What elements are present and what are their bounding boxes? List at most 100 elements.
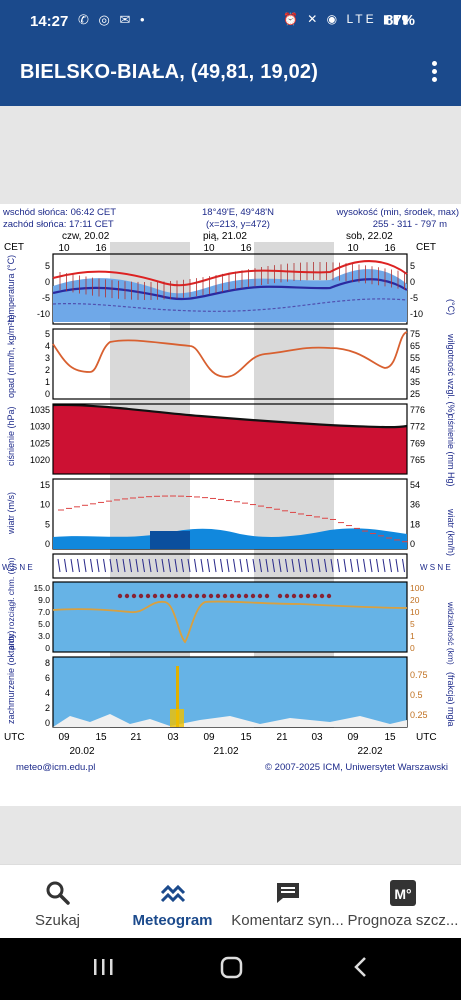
meteogram-image[interactable]: wschód słońca: 06:42 CET zachód słońca: … xyxy=(0,204,461,806)
cloud-base-dot xyxy=(257,593,263,599)
wind-direction-arrow xyxy=(291,558,295,573)
axis-tick-label: 0 xyxy=(45,277,50,287)
wind-direction-arrow xyxy=(194,558,197,573)
hour-label-top: 10 xyxy=(58,243,70,254)
more-vert-icon[interactable] xyxy=(424,58,444,90)
bottom-date-1: 20.02 xyxy=(69,746,94,757)
wind-direction-arrow xyxy=(246,558,249,573)
axis-tick-label: 1035 xyxy=(30,405,50,415)
axis-tick-label: 0 xyxy=(45,643,50,653)
axis-tick-label: 1030 xyxy=(30,422,50,432)
sunrise-text: wschód słońca: 06:42 CET xyxy=(2,207,116,218)
nav-search-label: Szukaj xyxy=(34,912,81,929)
tz-bottom-left: UTC xyxy=(4,732,25,743)
axis-tick-label: 75 xyxy=(410,329,420,339)
recent-apps-icon[interactable] xyxy=(92,956,114,978)
wind-direction-arrow xyxy=(343,558,347,573)
system-navigation-bar xyxy=(0,938,461,1000)
wind-direction-arrow xyxy=(330,558,334,573)
bottom-date-2: 21.02 xyxy=(213,746,238,757)
cloud-base-dot xyxy=(117,593,123,599)
axis-tick-label: 20 xyxy=(410,595,420,605)
axis-tick-label: 4 xyxy=(45,341,50,351)
nav-search[interactable]: Szukaj xyxy=(0,865,115,939)
footer-email[interactable]: meteo@icm.edu.pl xyxy=(16,762,95,773)
wind-direction-arrow xyxy=(363,558,366,573)
wind-direction-arrow xyxy=(317,558,321,573)
axis-tick-label: 1025 xyxy=(30,438,50,448)
axis-tick-label: 36 xyxy=(410,500,420,510)
wind-direction-arrow xyxy=(395,558,399,573)
cloud-base-dot xyxy=(152,593,158,599)
cloud-base-dot xyxy=(166,593,172,599)
axis-tick-label: 45 xyxy=(410,365,420,375)
visibility-axis-label: widzialność (km) xyxy=(446,601,456,665)
nav-meteogram[interactable]: Meteogram xyxy=(115,865,230,939)
wind-direction-arrow xyxy=(96,558,100,573)
wind-direction-arrow xyxy=(272,558,275,573)
nav-comment-label: Komentarz syn... xyxy=(231,912,344,929)
axis-tick-label: 0 xyxy=(410,277,415,287)
svg-text:M°: M° xyxy=(394,886,411,902)
wind-direction-arrow xyxy=(57,558,61,573)
axis-tick-label: 65 xyxy=(410,341,420,351)
wind-direction-arrow xyxy=(109,558,113,573)
nav-forecast[interactable]: M° Prognoza szcz... xyxy=(345,865,461,939)
wind-direction-arrow xyxy=(285,558,288,573)
coords-text: 18°49'E, 49°48'N xyxy=(202,207,274,218)
cloud-base-dot xyxy=(208,593,214,599)
axis-tick-label: 35 xyxy=(410,377,420,387)
hour-label-bottom: 03 xyxy=(311,732,323,743)
hour-label-bottom: 15 xyxy=(240,732,252,743)
axis-tick-label: 6 xyxy=(45,673,50,683)
bottom-navigation: Szukaj Meteogram Komentarz syn... M° Pro… xyxy=(0,864,461,938)
axis-tick-label: 25 xyxy=(410,389,420,399)
axis-tick-label: 5 xyxy=(45,519,50,529)
tz-top-left: CET xyxy=(4,242,24,253)
dir-label-right: W S N E xyxy=(420,563,451,572)
meteogram-icon xyxy=(160,884,185,903)
precip-axis-label: opad (mm/h, kg/m²h) xyxy=(6,314,16,398)
hour-label-bottom: 09 xyxy=(203,732,215,743)
dir-label-left: W S N E xyxy=(2,563,33,572)
nav-comment[interactable]: Komentarz syn... xyxy=(230,865,345,939)
hour-label-bottom: 21 xyxy=(276,732,288,743)
footer-copyright: © 2007-2025 ICM, Uniwersytet Warszawski xyxy=(265,762,448,773)
back-icon[interactable] xyxy=(352,956,370,980)
axis-tick-label: 54 xyxy=(410,480,420,490)
axis-tick-label: -5 xyxy=(410,293,418,303)
wind-direction-arrow xyxy=(142,558,145,573)
wind-direction-arrow xyxy=(239,558,243,573)
home-icon[interactable] xyxy=(220,956,244,980)
wind-direction-arrow xyxy=(382,558,386,573)
axis-tick-label: 15 xyxy=(40,480,50,490)
wind-direction-arrow xyxy=(161,558,165,573)
axis-tick-label: -10 xyxy=(37,309,50,319)
axis-tick-label: 5 xyxy=(410,261,415,271)
axis-tick-label: 9.0 xyxy=(38,595,50,605)
axis-tick-label: 5.0 xyxy=(38,619,50,629)
axis-tick-label: 0 xyxy=(410,539,415,549)
axis-tick-label: 55 xyxy=(410,353,420,363)
cloud-base-dot xyxy=(277,593,283,599)
wind-direction-arrow xyxy=(122,558,126,573)
axis-tick-label: 776 xyxy=(410,405,425,415)
cloud-base-dot xyxy=(291,593,297,599)
axis-tick-label: 1 xyxy=(410,631,415,641)
wind-direction-arrow xyxy=(252,558,256,573)
axis-tick-label: 2 xyxy=(45,365,50,375)
axis-tick-label: 0 xyxy=(410,643,415,653)
pressure-axis-label: ciśnienie (hPa) xyxy=(6,406,16,466)
wind-direction-arrow xyxy=(265,558,269,573)
forecast-icon: M° xyxy=(390,880,416,906)
wind-direction-arrow xyxy=(155,558,158,573)
cloud-base-dot xyxy=(201,593,207,599)
axis-tick-label: 4 xyxy=(45,688,50,698)
nav-forecast-label: Prognoza szcz... xyxy=(347,912,459,929)
hour-label-top: 16 xyxy=(384,243,396,254)
wind-direction-arrow xyxy=(324,558,327,573)
axis-tick-label: 772 xyxy=(410,422,425,432)
wind-direction-arrow xyxy=(369,558,373,573)
bottom-date-3: 22.02 xyxy=(357,746,382,757)
cloud-base-dot xyxy=(124,593,130,599)
